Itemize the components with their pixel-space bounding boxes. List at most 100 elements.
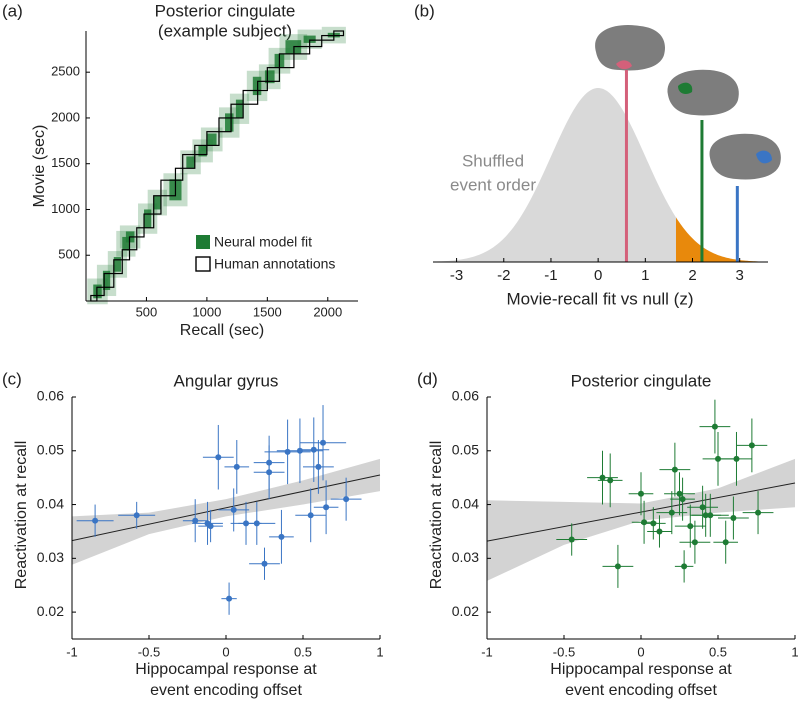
- x-axis-label: Recall (sec): [180, 322, 264, 339]
- point: [722, 539, 729, 546]
- point: [192, 517, 199, 524]
- y-tick-label: 0.02: [452, 603, 479, 619]
- model-fit-box: [303, 35, 316, 43]
- point: [671, 466, 678, 473]
- annotation-box: [257, 80, 268, 92]
- annotation-box: [194, 144, 208, 156]
- y-tick-label: 2500: [51, 64, 80, 79]
- point: [133, 512, 140, 519]
- point: [284, 448, 291, 455]
- legend-swatch: [196, 235, 210, 249]
- x-tick-label: 1000: [192, 304, 221, 319]
- chart-title: Posterior cingulate: [571, 371, 712, 390]
- chart-title: Posterior cingulate: [155, 1, 296, 20]
- panel-label: (c): [2, 369, 22, 388]
- point: [215, 454, 222, 461]
- x-tick-label: 500: [136, 304, 158, 319]
- point: [614, 563, 621, 570]
- model-fit-box: [285, 40, 302, 54]
- confidence-band: [72, 458, 380, 565]
- y-tick-label: 500: [58, 247, 80, 262]
- point: [315, 463, 322, 470]
- chart-title: (example subject): [158, 21, 292, 40]
- y-axis-label: Reactivation at recall: [428, 441, 445, 590]
- point: [707, 512, 714, 519]
- chart-title: Angular gyrus: [174, 371, 279, 390]
- x-tick-label: 3: [736, 267, 744, 284]
- panel-label: (d): [417, 369, 438, 388]
- model-fit-box: [122, 236, 130, 251]
- x-tick-label: -1: [544, 267, 557, 284]
- fit-line: [71, 474, 381, 542]
- annotation-box: [113, 259, 123, 275]
- x-tick-label: 1: [791, 644, 798, 659]
- x-tick-label: 0: [637, 644, 644, 659]
- panel-label: (a): [2, 1, 23, 20]
- null-distribution: [433, 88, 768, 263]
- point: [233, 463, 240, 470]
- annotation-box: [182, 153, 196, 169]
- annotation-box: [309, 39, 323, 48]
- point: [323, 504, 330, 511]
- point: [676, 490, 683, 497]
- y-tick-label: 1000: [51, 201, 80, 216]
- y-tick-label: 0.04: [452, 495, 479, 511]
- x-axis-label: Movie-recall fit vs null (z): [506, 289, 693, 308]
- model-fit-box: [206, 133, 217, 146]
- point: [261, 560, 268, 567]
- point: [207, 523, 214, 530]
- x-tick-label: -2: [497, 267, 510, 284]
- x-tick-label: -1: [481, 644, 493, 659]
- point: [715, 455, 721, 462]
- y-tick-label: 0.02: [37, 603, 64, 619]
- x-tick-label: 0: [594, 267, 602, 284]
- model-fit-box: [235, 99, 244, 118]
- x-tick-label: -0.5: [553, 644, 575, 659]
- legend-label: Human annotations: [214, 256, 335, 272]
- model-fit-box: [153, 195, 161, 210]
- annotation-box: [174, 167, 184, 181]
- point: [730, 515, 737, 521]
- brain-icons: [595, 25, 781, 180]
- y-axis-label: Movie (sec): [31, 125, 48, 208]
- x-axis-label: event encoding offset: [565, 682, 717, 699]
- y-tick-label: 0.05: [37, 441, 64, 457]
- legend-label: Neural model fit: [214, 234, 312, 250]
- model-fit-box: [252, 76, 262, 96]
- model-fit-box: [198, 145, 207, 157]
- annotation-box: [103, 272, 115, 288]
- x-axis-label: Hippocampal response at: [135, 661, 317, 678]
- brain-icon: [667, 69, 739, 116]
- point: [607, 477, 614, 484]
- x-tick-label: 0.5: [294, 644, 312, 659]
- x-tick-label: 1: [376, 644, 383, 659]
- point: [691, 539, 698, 546]
- significance-tail: [675, 217, 768, 262]
- annotation-box: [206, 131, 220, 147]
- y-tick-label: 0.06: [37, 388, 64, 404]
- annotation: event order: [450, 175, 536, 194]
- annotation-box: [266, 67, 281, 82]
- point: [253, 520, 260, 527]
- x-tick-label: -3: [450, 267, 463, 284]
- y-tick-label: 0.03: [37, 549, 64, 565]
- annotation-box: [153, 195, 162, 215]
- annotation-box: [321, 34, 335, 41]
- y-tick-label: 0.03: [452, 549, 479, 565]
- model-fit-box: [225, 113, 234, 132]
- x-tick-label: 0: [222, 644, 229, 659]
- annotation-box: [333, 30, 345, 37]
- point: [748, 442, 755, 449]
- x-tick-label: 0.5: [709, 644, 727, 659]
- point: [656, 528, 663, 535]
- point: [278, 533, 285, 540]
- y-tick-label: 1500: [51, 155, 80, 170]
- point: [320, 439, 327, 446]
- point: [230, 506, 237, 513]
- point: [568, 536, 575, 543]
- model-fit-box: [102, 270, 111, 291]
- annotation-box: [96, 286, 105, 297]
- brain-icon: [709, 133, 781, 180]
- point: [92, 517, 99, 524]
